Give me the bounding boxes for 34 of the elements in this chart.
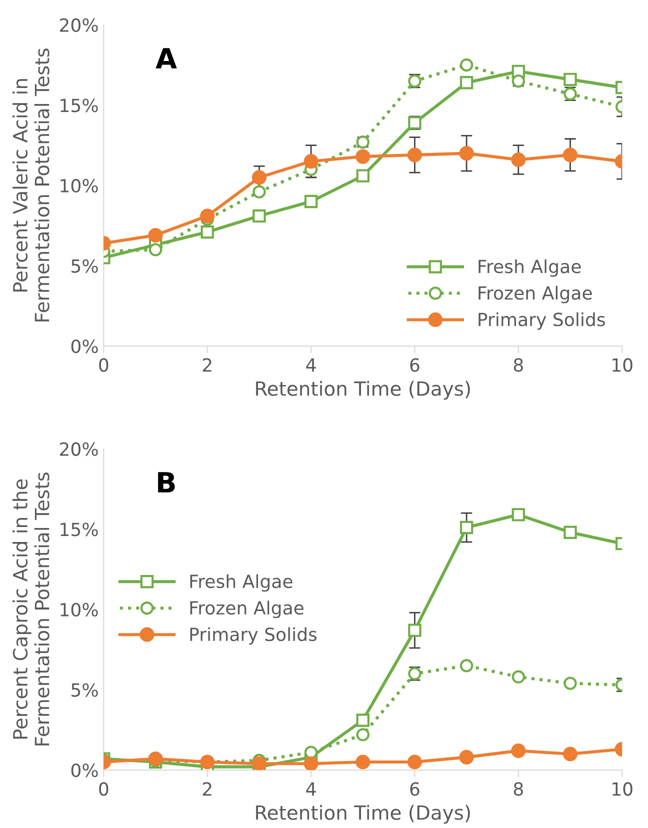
legend-label: Primary Solids bbox=[478, 312, 605, 330]
y-tick-label: 0% bbox=[71, 764, 98, 778]
text: B bbox=[158, 472, 175, 492]
y-tick-label: 20% bbox=[60, 18, 98, 32]
x-tick-label: 10 bbox=[612, 358, 632, 372]
x-axis-title: Retention Time (Days) bbox=[256, 380, 470, 400]
y-tick-label: 15% bbox=[60, 98, 98, 112]
y-axis-title: Percent Valeric Acid in Fermentation Potential Tests bbox=[12, 48, 50, 322]
x-tick-label: 4 bbox=[306, 358, 316, 372]
x-tick-label: 0 bbox=[99, 782, 108, 796]
x-tick-label: 6 bbox=[410, 358, 420, 372]
legend-label: Fresh Algae bbox=[478, 259, 581, 277]
y-tick-label: 5% bbox=[72, 259, 98, 273]
x-tick-label: 8 bbox=[514, 782, 523, 796]
y-tick-label: 0% bbox=[71, 340, 98, 354]
x-tick-label: 10 bbox=[612, 782, 632, 796]
x-tick-label: 2 bbox=[202, 358, 212, 372]
x-axis-title: Retention Time (Days) bbox=[256, 804, 470, 824]
y-tick-label: 5% bbox=[72, 683, 98, 697]
legend-label: Frozen Algae bbox=[190, 600, 304, 618]
x-tick-label: 2 bbox=[202, 782, 212, 796]
y-tick-label: 10% bbox=[60, 602, 98, 617]
legend-label: Fresh Algae bbox=[190, 574, 292, 592]
y-tick-label: 20% bbox=[60, 442, 98, 456]
text: A bbox=[156, 48, 177, 68]
y-axis-title: Percent Caproic Acid in the Fermentation Potential Tests bbox=[12, 472, 50, 746]
y-tick-label: 15% bbox=[60, 522, 98, 536]
y-tick-label: 10% bbox=[60, 178, 98, 193]
legend-label: Primary Solids bbox=[190, 627, 317, 645]
x-tick-label: 6 bbox=[410, 782, 420, 796]
x-tick-label: 4 bbox=[306, 782, 316, 796]
x-tick-label: 0 bbox=[99, 358, 108, 372]
x-tick-label: 8 bbox=[514, 358, 523, 372]
legend-label: Frozen Algae bbox=[478, 286, 592, 304]
